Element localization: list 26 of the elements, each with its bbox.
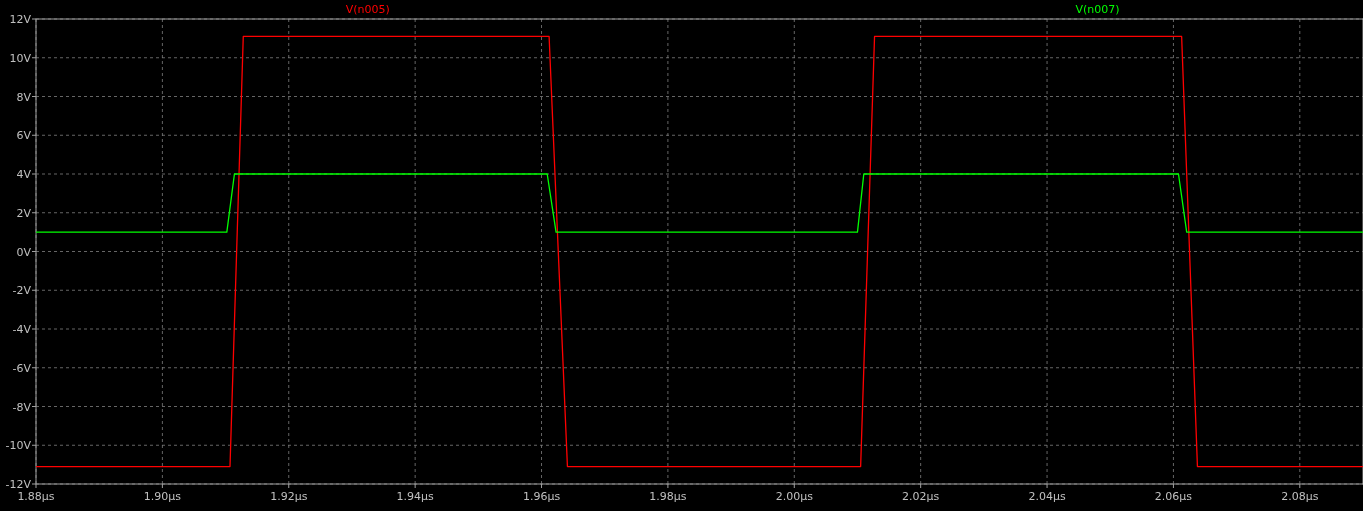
x-tick-label: 1.90µs — [143, 490, 182, 503]
y-tick-label: 4V — [16, 168, 32, 181]
y-tick-label: 12V — [9, 13, 32, 26]
x-tick-label: 2.00µs — [775, 490, 814, 503]
series-label: V(n005) — [345, 3, 390, 16]
y-tick-label: -2V — [12, 284, 32, 298]
x-tick-label: 1.88µs — [17, 490, 55, 503]
y-tick-label: -12V — [5, 478, 32, 491]
y-tick-label: 8V — [16, 90, 32, 104]
x-tick-label: 2.08µs — [1281, 490, 1319, 503]
y-tick-label: -6V — [12, 361, 32, 375]
text: V(n007) — [1075, 3, 1120, 16]
y-tick-label: -10V — [5, 439, 32, 453]
y-tick-label: 0V — [16, 245, 32, 259]
y-tick-label: 6V — [16, 129, 32, 143]
x-tick-label: 1.96µs — [522, 490, 561, 503]
y-tick-label: 2V — [16, 206, 32, 220]
x-tick-label: 1.98µs — [649, 490, 687, 503]
x-tick-label: 2.04µs — [1028, 490, 1066, 503]
x-tick-label: 1.94µs — [396, 490, 435, 503]
x-tick-label: 1.92µs — [270, 490, 308, 503]
x-tick-label: 2.06µs — [1154, 490, 1193, 503]
y-tick-label: -4V — [12, 323, 32, 336]
y-tick-label: -8V — [12, 400, 32, 414]
y-tick-label: 10V — [9, 51, 32, 65]
x-tick-label: 2.02µs — [902, 490, 940, 503]
